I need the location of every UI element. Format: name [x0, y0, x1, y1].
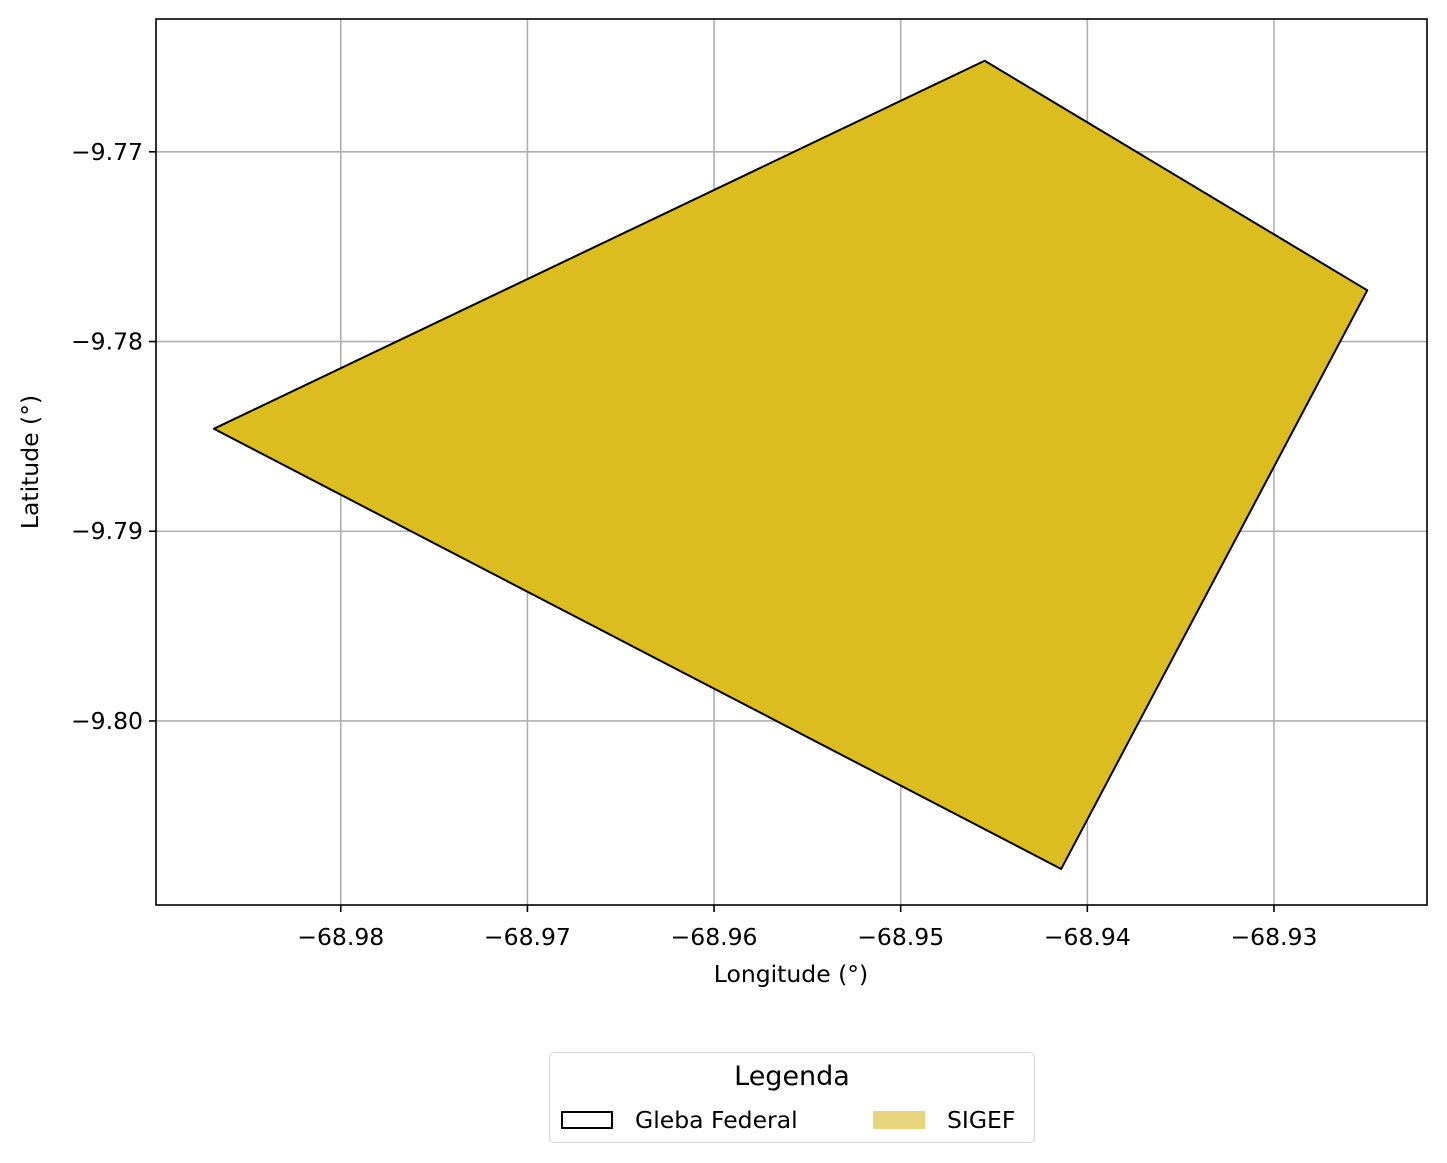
x-tick-label: −68.93: [1230, 923, 1317, 951]
x-axis-label: Longitude (°): [714, 960, 868, 988]
sigef-polygon: [212, 59, 1369, 870]
legend-entry-sigef: SIGEF: [873, 1103, 1015, 1137]
x-tick-label: −68.98: [297, 923, 384, 951]
y-tick-label: −9.79: [71, 517, 143, 545]
y-tick-label: −9.78: [71, 328, 143, 356]
sigef-swatch: [873, 1111, 925, 1129]
y-tick-label: −9.80: [71, 707, 143, 735]
x-tick-label: −68.97: [484, 923, 571, 951]
gleba-federal-swatch: [561, 1111, 613, 1129]
y-axis-ticks: −9.77 −9.78 −9.79 −9.80: [71, 138, 156, 735]
x-tick-label: −68.95: [857, 923, 944, 951]
x-tick-label: −68.94: [1044, 923, 1131, 951]
legend: Legenda Gleba Federal SIGEF: [549, 1052, 1035, 1143]
x-axis-ticks: −68.98 −68.97 −68.96 −68.95 −68.94 −68.93: [297, 905, 1317, 951]
y-axis-label: Latitude (°): [16, 395, 44, 529]
legend-entry-gleba-federal: Gleba Federal: [561, 1103, 798, 1137]
legend-label-gleba-federal: Gleba Federal: [635, 1106, 798, 1134]
legend-label-sigef: SIGEF: [947, 1106, 1016, 1134]
y-tick-label: −9.77: [71, 138, 143, 166]
x-tick-label: −68.96: [671, 923, 758, 951]
legend-title: Legenda: [734, 1061, 850, 1092]
plot-frame: [155, 18, 1428, 906]
